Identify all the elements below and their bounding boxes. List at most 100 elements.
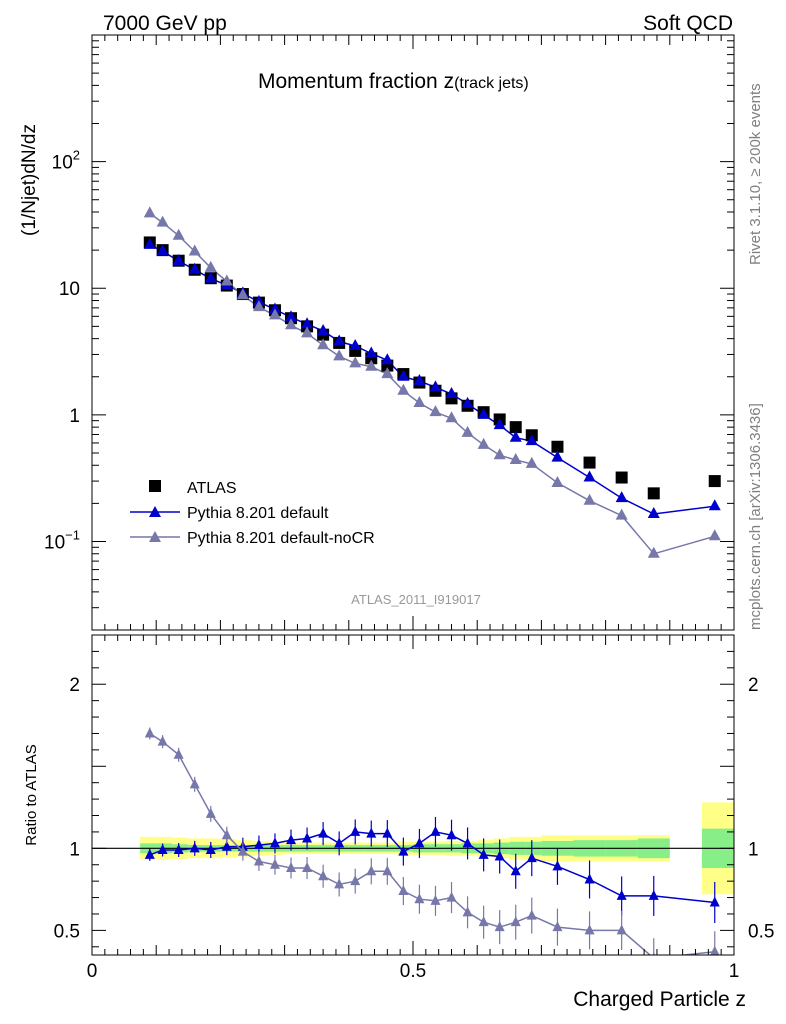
ratio-data-point [398, 885, 409, 895]
ratio-data-point [302, 832, 313, 843]
data-point [268, 308, 281, 320]
ratio-data-point [253, 855, 264, 866]
ratio-panel: 0.5 0.5 1 1 2 2 0 0.5 1 [54, 635, 774, 982]
data-point [615, 471, 628, 484]
data-point [285, 318, 298, 330]
ratio-data-point [237, 845, 248, 856]
data-point [461, 425, 474, 437]
ratio-data-point [382, 827, 393, 838]
data-point [509, 430, 522, 442]
ratio-data-point [648, 889, 659, 900]
legend: ATLAS Pythia 8.201 default Pythia 8.201 … [130, 480, 375, 547]
header-left-label: 7000 GeV pp [103, 12, 227, 35]
data-point [333, 349, 346, 361]
data-point [509, 421, 522, 434]
data-point [317, 338, 330, 350]
ratio-data-point [318, 870, 329, 881]
data-point [477, 437, 490, 449]
ratio-data-point [414, 893, 425, 904]
ratio-data-point [709, 896, 720, 907]
data-point [188, 262, 201, 274]
data-point [493, 418, 506, 430]
ratio-data-point [652, 952, 656, 955]
data-point [708, 529, 721, 541]
x-axis-label: Charged Particle z [573, 988, 746, 1011]
data-point [615, 508, 628, 520]
ratio-data-point [494, 850, 505, 861]
data-point [397, 369, 410, 381]
ratio-data-point [616, 924, 627, 935]
ratio-data-point [414, 837, 425, 848]
ratio-y-axis-label: Ratio to ATLAS [23, 744, 40, 845]
header-right-label: Soft QCD [643, 12, 733, 35]
data-point [551, 450, 564, 462]
y-tick-label: 1 [69, 406, 80, 427]
data-point [143, 206, 156, 218]
ratio-tick-label-left: 1 [69, 839, 80, 860]
data-point [551, 440, 564, 453]
data-point [204, 271, 217, 283]
data-point [708, 475, 721, 488]
ratio-tick-label-right: 2 [748, 675, 759, 696]
ratio-data-point [584, 873, 595, 884]
ratio-data-point [462, 837, 473, 848]
ratio-data-point [430, 894, 441, 905]
data-point [156, 215, 169, 227]
data-point [647, 487, 660, 500]
ratio-data-point [552, 860, 563, 871]
data-point [301, 317, 314, 329]
data-point [583, 493, 596, 505]
legend-marker-default [149, 506, 161, 517]
data-point [285, 310, 298, 322]
ratio-data-point [253, 839, 264, 850]
data-point [349, 338, 362, 350]
data-point [143, 237, 156, 249]
data-point [493, 448, 506, 460]
data-point [615, 491, 628, 503]
ratio-data-point [318, 827, 329, 838]
ratio-data-point [526, 852, 537, 863]
rivet-label: Rivet 3.1.10, ≥ 200k events [747, 83, 764, 265]
data-point [708, 499, 721, 511]
data-point [220, 274, 233, 286]
ratio-data-point [616, 889, 627, 900]
ratio-content [92, 727, 734, 955]
data-point [349, 356, 362, 368]
ratio-data-point [398, 845, 409, 856]
legend-marker-nocr [149, 531, 161, 542]
data-point [445, 387, 458, 399]
data-point [429, 380, 442, 392]
data-point [477, 407, 490, 419]
ratio-data-point [478, 848, 489, 859]
ratio-tick-label-left: 2 [69, 675, 80, 696]
main-frame [91, 34, 735, 631]
ratio-data-point [286, 862, 297, 873]
ratio-data-point [350, 875, 361, 886]
ratio-data-point [173, 843, 184, 854]
data-point [583, 470, 596, 482]
data-point [365, 359, 378, 371]
data-point [397, 383, 410, 395]
data-point [413, 396, 426, 408]
x-tick-label: 0 [87, 961, 98, 982]
ratio-data-point [157, 735, 168, 746]
data-point [236, 288, 249, 300]
ratio-data-point [446, 891, 457, 902]
analysis-label: ATLAS_2011_I919017 [351, 592, 481, 607]
data-point [445, 411, 458, 423]
data-point [551, 475, 564, 487]
data-point [172, 228, 185, 240]
main-panel: 10−1 1 10 102 [44, 35, 735, 631]
ratio-data-point [366, 827, 377, 838]
data-point [252, 300, 265, 312]
legend-label-atlas: ATLAS [187, 480, 237, 497]
ratio-data-point [382, 865, 393, 876]
data-point [429, 405, 442, 417]
ratio-data-point [173, 748, 184, 759]
ratio-data-point [221, 829, 232, 840]
data-point [317, 323, 330, 335]
ratio-data-point [366, 865, 377, 876]
ratio-data-point [446, 829, 457, 840]
ratio-frame [91, 634, 735, 956]
ratio-data-point [510, 916, 521, 927]
